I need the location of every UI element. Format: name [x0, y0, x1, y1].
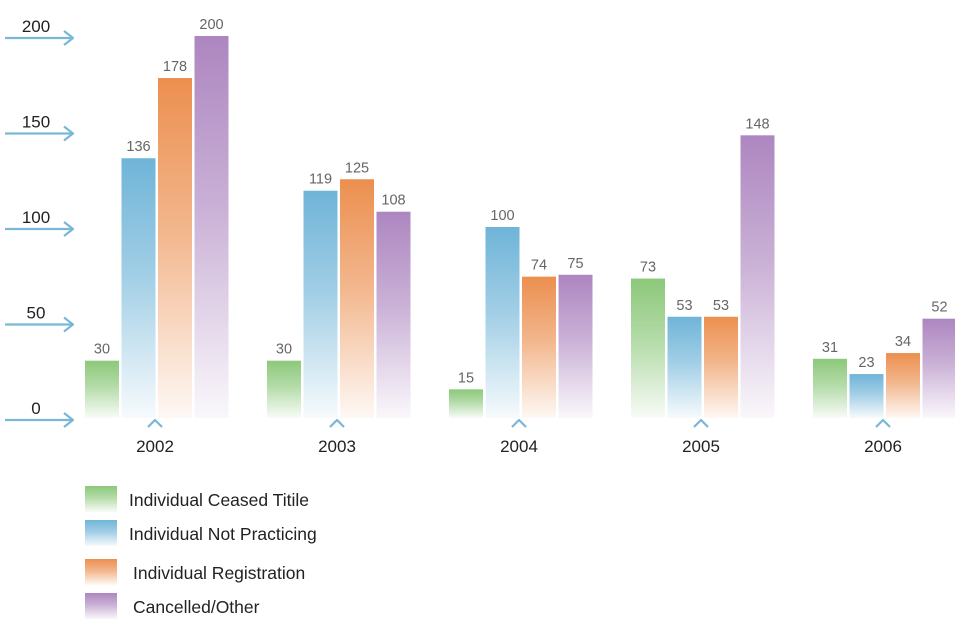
bar [704, 316, 738, 418]
bar [631, 278, 665, 418]
arrow-head-icon [63, 316, 75, 333]
legend: Individual Ceased Titile Individual Not P… [85, 486, 317, 619]
x-tick-label: 2004 [500, 437, 538, 456]
caret-up-icon [147, 418, 163, 428]
y-tick: 50 [5, 304, 75, 333]
data-label: 34 [895, 334, 911, 350]
data-label: 53 [676, 298, 692, 314]
bar [303, 190, 338, 418]
bar [85, 360, 119, 418]
bar [922, 318, 955, 418]
data-label: 52 [931, 300, 947, 316]
bar [886, 353, 920, 418]
legend-swatch [85, 593, 117, 619]
bar-group: 30 136 178 200 [85, 17, 229, 419]
bar [194, 36, 229, 418]
data-label: 178 [163, 59, 187, 75]
data-label: 30 [276, 342, 292, 358]
bar [813, 358, 847, 418]
data-label: 75 [567, 256, 583, 272]
legend-item: Individual Ceased Titile [85, 486, 309, 512]
data-label: 148 [745, 116, 769, 132]
data-label: 30 [94, 342, 110, 358]
legend-item: Cancelled/Other [85, 593, 260, 619]
data-label: 108 [381, 193, 405, 209]
bars-area: 30 136 178 200 30 119 125 108 15 100 74 75 73 53 53 148… [85, 17, 955, 419]
x-tick-label: 2003 [318, 437, 356, 456]
data-label: 73 [640, 260, 656, 276]
bar-group: 31 23 34 52 [813, 300, 955, 418]
arrow-head-icon [63, 412, 75, 428]
legend-label: Cancelled/Other [133, 597, 260, 617]
data-label: 15 [458, 370, 474, 386]
bar-group: 73 53 53 148 [631, 116, 775, 418]
caret-up-icon [875, 418, 891, 428]
legend-swatch [85, 486, 117, 512]
legend-label: Individual Registration [133, 563, 305, 583]
data-label: 125 [345, 160, 369, 176]
data-label: 119 [309, 172, 332, 188]
x-tick-label: 2006 [864, 437, 902, 456]
x-tick-label: 2005 [682, 437, 720, 456]
bar-group: 15 100 74 75 [449, 208, 593, 418]
data-label: 200 [199, 17, 223, 33]
bar [740, 135, 775, 418]
legend-swatch [85, 520, 117, 546]
bar [485, 227, 520, 418]
data-label: 100 [490, 208, 514, 224]
bar [340, 179, 374, 418]
bar [158, 78, 192, 419]
caret-up-icon [511, 418, 527, 428]
bar [121, 158, 156, 419]
y-tick: 100 [5, 208, 75, 237]
legend-label: Individual Not Practicing [129, 524, 317, 544]
caret-up-icon [329, 418, 345, 428]
y-tick-label: 0 [31, 399, 40, 418]
bar [376, 211, 411, 418]
x-axis: 2002 2003 2004 2005 2006 [136, 418, 902, 456]
y-tick: 150 [5, 113, 75, 142]
bar [267, 360, 301, 418]
y-tick: 200 [5, 17, 75, 46]
x-tick-label: 2002 [136, 437, 174, 456]
caret-up-icon [693, 418, 709, 428]
data-label: 23 [858, 355, 874, 371]
data-label: 136 [126, 139, 150, 155]
y-tick-label: 50 [27, 304, 46, 323]
legend-item: Individual Not Practicing [85, 520, 317, 546]
legend-item: Individual Registration [85, 559, 305, 585]
bar [667, 316, 702, 418]
y-tick-label: 100 [22, 208, 50, 227]
y-tick: 0 [5, 399, 75, 428]
bar-group: 30 119 125 108 [267, 160, 411, 418]
legend-label: Individual Ceased Titile [129, 490, 309, 510]
legend-swatch [85, 559, 117, 585]
bar [522, 276, 556, 418]
y-tick-label: 150 [22, 113, 50, 132]
bar [449, 389, 483, 418]
arrow-head-icon [63, 221, 75, 237]
data-label: 31 [822, 340, 838, 356]
y-axis: 0 50 100 150 200 [5, 17, 75, 428]
data-label: 74 [531, 258, 547, 274]
arrow-head-icon [63, 125, 75, 142]
y-tick-label: 200 [22, 17, 50, 36]
data-label: 53 [713, 298, 729, 314]
bar [849, 374, 884, 418]
arrow-head-icon [63, 30, 75, 46]
bar [558, 274, 593, 418]
